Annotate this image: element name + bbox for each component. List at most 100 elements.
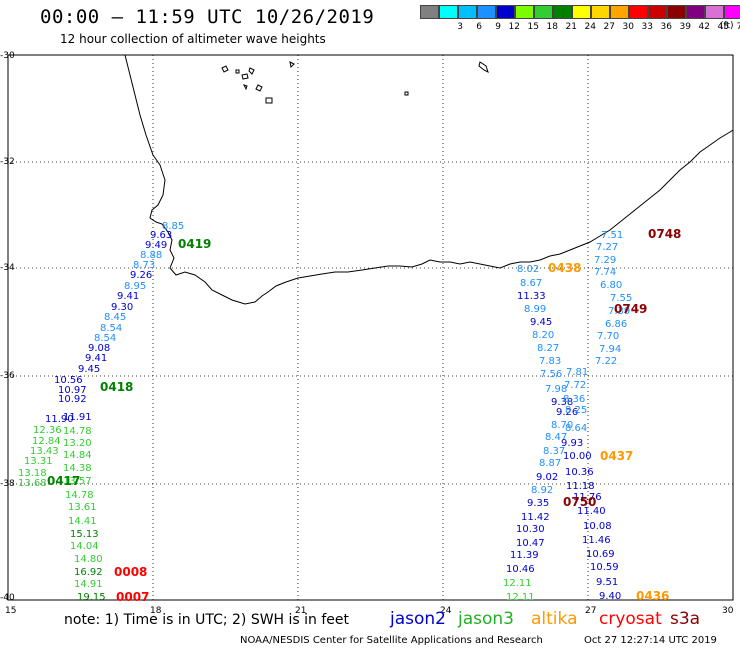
wave-height-label: 9.08: [88, 343, 110, 354]
wave-height-label: 11.39: [510, 550, 539, 561]
color-scale-bin: [420, 5, 439, 19]
color-scale-label: 27: [603, 22, 615, 32]
color-scale-bin: 6: [458, 5, 482, 32]
wave-height-label: 10.00: [563, 451, 592, 462]
pass-time-label: 0750: [563, 495, 596, 509]
wave-height-label: 7.27: [596, 242, 618, 253]
wave-height-label: 12.36: [33, 425, 62, 436]
wave-height-label: 6.80: [600, 280, 622, 291]
map-subtitle: 12 hour collection of altimeter wave hei…: [60, 32, 326, 46]
footnote: note: 1) Time is in UTC; 2) SWH is in fe…: [64, 612, 350, 628]
wave-height-label: 9.38: [551, 397, 573, 408]
wave-height-label: 7.81: [566, 367, 588, 378]
color-scale-units: (ft): [720, 21, 734, 31]
color-scale-label: 70: [736, 22, 740, 32]
latitude-tick-label: -36: [0, 371, 15, 381]
longitude-axis: 15 18 21 24 27 30: [5, 606, 734, 616]
color-scale-label: 24: [584, 22, 596, 32]
color-scale-bin: 15: [515, 5, 539, 32]
latitude-tick-label: -34: [0, 263, 15, 273]
wave-height-label: 13.20: [63, 438, 92, 449]
wave-height-label: 10.46: [506, 564, 535, 575]
legend-item-jason3: jason3: [458, 609, 514, 629]
wave-height-label: 8.99: [524, 304, 546, 315]
wave-height-label: 11.90: [45, 414, 74, 425]
footer-timestamp: Oct 27 12:27:14 UTC 2019: [584, 635, 717, 646]
wave-height-label: 13.18: [18, 468, 47, 479]
wave-height-label: 7.39: [608, 306, 630, 317]
color-scale-bin: 70: [724, 5, 740, 32]
wave-height-label: 13.68: [18, 478, 47, 489]
wave-height-label: 7.98: [545, 384, 567, 395]
wave-height-label: 8.54: [100, 323, 122, 334]
wave-height-label: 10.56: [54, 375, 83, 386]
latitude-tick-label: -32: [0, 157, 15, 167]
wave-height-label: 9.45: [78, 364, 100, 375]
wave-height-label: 8.87: [539, 458, 561, 469]
wave-height-label: 10.97: [58, 385, 87, 396]
color-scale-bin: 27: [591, 5, 615, 32]
wave-height-label: 8.25: [565, 405, 587, 416]
color-scale-bin: 9: [477, 5, 501, 32]
wave-height-label: 10.08: [583, 521, 612, 532]
pass-time-label: 0417: [47, 474, 80, 488]
color-scale-label: 9: [495, 22, 501, 32]
wave-height-label: 13.31: [24, 456, 53, 467]
color-scale-label: 33: [641, 22, 653, 32]
wave-height-label: 7.70: [597, 331, 619, 342]
wave-height-label: 9.26: [556, 407, 578, 418]
latitude-tick-label: -30: [0, 51, 15, 61]
longitude-tick-label: 18: [150, 606, 162, 616]
wave-height-label: 9.41: [85, 353, 107, 364]
wave-height-label: 14.41: [68, 516, 97, 527]
wave-height-label: 8.54: [94, 333, 116, 344]
wave-height-label: 7.51: [601, 230, 623, 241]
color-scale-label: 45: [717, 22, 729, 32]
wave-height-label: 14.38: [63, 463, 92, 474]
color-scale-bin: 39: [667, 5, 691, 32]
color-scale-label: 6: [476, 22, 482, 32]
wave-height-label: 9.63: [150, 230, 172, 241]
pass-time-label: 0008: [114, 565, 147, 579]
longitude-tick-label: 21: [295, 606, 306, 616]
wave-height-label: 10.30: [516, 524, 545, 535]
wave-height-label: 9.35: [527, 498, 549, 509]
color-scale-label: 36: [660, 22, 672, 32]
color-scale-label: 15: [527, 22, 539, 32]
wave-height-label: 9.30: [111, 302, 133, 313]
wave-height-label: 8.27: [537, 343, 559, 354]
wave-height-label: 10.47: [516, 538, 545, 549]
wave-height-label: 9.02: [536, 472, 558, 483]
color-scale-bin: 45: [705, 5, 729, 32]
wave-height-label: 10.59: [590, 562, 619, 573]
coastline: [124, 54, 734, 305]
wave-height-label: 12.11: [503, 578, 532, 589]
wave-height-label: 8.88: [140, 250, 162, 261]
wave-height-label: 11.42: [521, 512, 550, 523]
latitude-tick-label: -40: [0, 593, 15, 603]
wave-height-label: 7.29: [594, 255, 616, 266]
wave-height-label: 14.78: [65, 490, 94, 501]
wave-height-label: 7.94: [599, 344, 621, 355]
color-scale-bin: 18: [534, 5, 558, 32]
wave-height-label: 9.41: [117, 291, 139, 302]
longitude-tick-label: 15: [5, 606, 16, 616]
wave-height-label: 15.13: [70, 529, 99, 540]
wave-height-label: 10.92: [58, 394, 87, 405]
color-scale-label: 21: [565, 22, 577, 32]
pass-time-label: 0418: [100, 380, 133, 394]
wave-height-label: 13.43: [30, 446, 59, 457]
wave-height-label: 8.47: [545, 432, 567, 443]
pass-time-label: 0436: [636, 589, 669, 603]
wave-height-label: 7.83: [539, 356, 561, 367]
color-scale-bin: 36: [648, 5, 672, 32]
wave-height-label: 7.72: [564, 380, 586, 391]
color-scale-bin: 42: [686, 5, 710, 32]
altimeter-tracks: 8.859.639.498.888.739.268.959.419.308.45…: [18, 221, 632, 603]
wave-height-label: 19.15: [77, 592, 106, 603]
wave-height-label: 8.37: [543, 446, 565, 457]
wave-height-label: 11.46: [582, 535, 611, 546]
wave-height-label: 16.92: [74, 567, 103, 578]
color-scale-bin: 33: [629, 5, 653, 32]
